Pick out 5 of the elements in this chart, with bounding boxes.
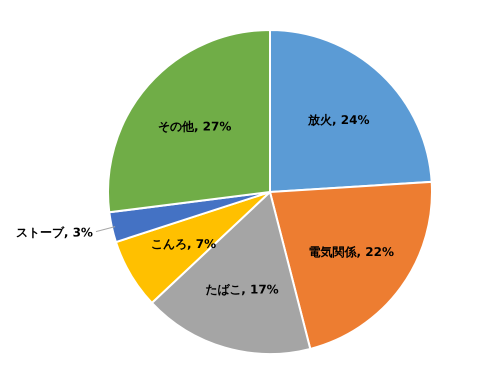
slice-label: 放火, 24% <box>307 112 370 127</box>
slice-label: ストーブ, 3% <box>16 226 93 240</box>
slice-label: 電気関係, 22% <box>308 245 394 260</box>
slice-label: その他, 27% <box>158 120 232 134</box>
slice-label: たばこ, 17% <box>205 282 279 296</box>
